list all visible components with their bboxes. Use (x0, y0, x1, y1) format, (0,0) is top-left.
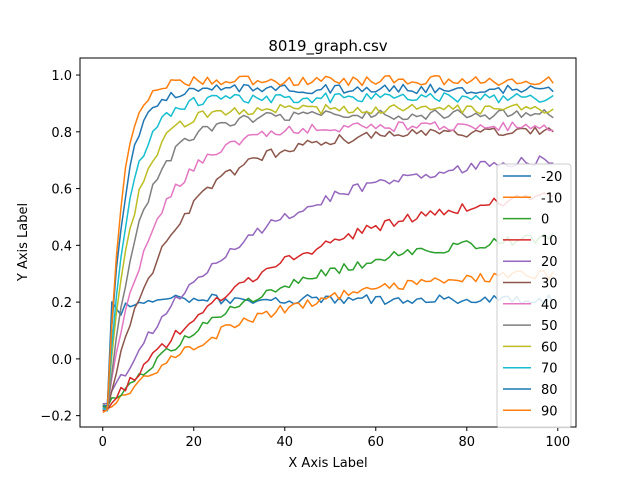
x-tick-label: 0 (99, 435, 107, 450)
legend-label: 60 (541, 340, 558, 355)
legend-label: 50 (541, 319, 558, 334)
y-tick-label: −0.2 (40, 410, 72, 425)
legend-box (496, 163, 572, 429)
series-line-70 (102, 92, 554, 412)
legend-label: -20 (541, 170, 562, 185)
y-axis-label: Y Axis Label (16, 203, 31, 282)
series-line-40 (102, 121, 554, 411)
legend-label: 80 (541, 383, 558, 398)
y-tick-label: 0.4 (51, 239, 72, 254)
legend-label: 0 (541, 213, 549, 228)
series-line--20 (102, 293, 554, 410)
series-line--10 (102, 270, 554, 412)
series-line-0 (102, 232, 554, 409)
series-line-60 (102, 103, 554, 408)
plot-frame (79, 57, 577, 428)
legend-label: 20 (541, 255, 558, 270)
y-tick-label: 1.0 (51, 69, 72, 84)
series-line-30 (102, 126, 554, 411)
legend-label: 10 (541, 234, 558, 249)
legend-label: 40 (541, 298, 558, 313)
y-tick-label: 0.8 (51, 126, 72, 141)
y-tick-label: 0.2 (51, 296, 72, 311)
series-layer (102, 75, 554, 414)
series-line-10 (102, 192, 554, 412)
x-tick-label: 60 (368, 435, 385, 450)
y-tick-label: 0.0 (51, 353, 72, 368)
series-line-50 (102, 109, 554, 410)
legend: -20 -10 0 10 20 30 40 50 60 70 80 90 (496, 163, 572, 429)
chart-title: 8019_graph.csv (268, 37, 387, 56)
x-tick-label: 20 (185, 435, 202, 450)
legend-label: 90 (541, 404, 558, 419)
series-line-80 (102, 83, 554, 407)
legend-label: -10 (541, 191, 562, 206)
y-tick-label: 0.6 (51, 183, 72, 198)
x-tick-label: 100 (545, 435, 570, 450)
legend-label: 30 (541, 277, 558, 292)
x-axis-label: X Axis Label (288, 456, 367, 471)
x-tick-label: 40 (276, 435, 293, 450)
series-line-20 (102, 155, 554, 405)
series-line-90 (102, 75, 554, 414)
x-axis: 0 20 40 60 80 100 (99, 427, 570, 450)
legend-label: 70 (541, 362, 558, 377)
y-axis: −0.2 0.0 0.2 0.4 0.6 0.8 1.0 (40, 69, 80, 425)
x-tick-label: 80 (459, 435, 476, 450)
